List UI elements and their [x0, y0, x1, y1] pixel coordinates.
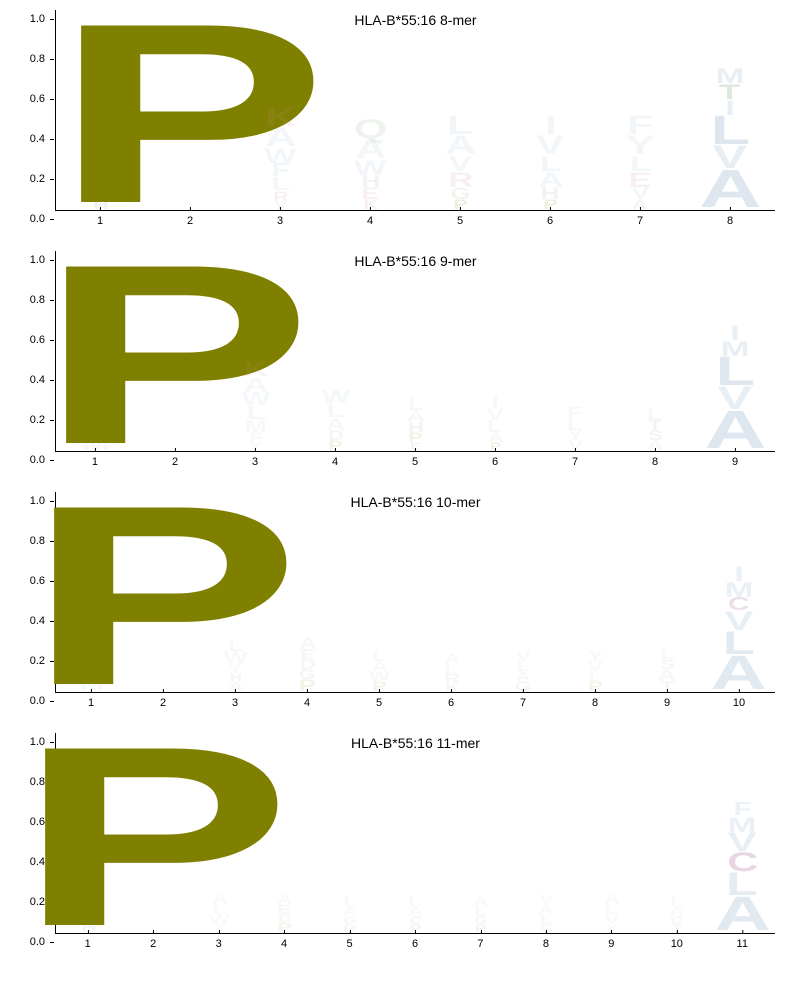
logo-column: LACT: [644, 733, 709, 933]
logo-column: ALRK: [416, 492, 488, 692]
logo-column: QAWHEK: [326, 10, 416, 210]
logo-column: FMVCLA: [710, 733, 775, 933]
logo-column: YVLP: [559, 492, 631, 692]
logo-letter: A: [714, 897, 770, 933]
x-tick-label: 7: [477, 938, 483, 950]
x-tick-label: 5: [412, 456, 418, 468]
y-tick-label: 0.8: [30, 53, 45, 65]
logo-column: KAWLMFY: [216, 251, 296, 451]
logo-column: IVLAHP: [505, 10, 595, 210]
x-tick-label: 10: [671, 938, 683, 950]
x-tick-label: 2: [150, 938, 156, 950]
sequence-logo-figure: 0.00.20.40.60.81.0HLA-B*55:16 8-merIFALY…: [10, 10, 790, 954]
logo-column: P: [146, 10, 236, 210]
x-tick-label: 6: [547, 215, 553, 227]
x-tick-label: 7: [572, 456, 578, 468]
x-tick-label: 8: [592, 697, 598, 709]
x-tick-label: 7: [520, 697, 526, 709]
logo-column: LSAT: [631, 492, 703, 692]
x-tick-label: 6: [448, 697, 454, 709]
logo-letter: A: [711, 656, 767, 692]
logo-panel: 0.00.20.40.60.81.0HLA-B*55:16 8-merIFALY…: [10, 10, 790, 231]
y-tick-label: 1.0: [30, 13, 45, 25]
x-tick-label: 4: [304, 697, 310, 709]
logo-column: AEDGP: [272, 492, 344, 692]
logo-column: KAWFLRV: [236, 10, 326, 210]
x-tick-label: 6: [412, 938, 418, 950]
logo-column: LAHPE: [376, 251, 456, 451]
x-tick-label: 7: [637, 215, 643, 227]
x-tick-label: 5: [346, 938, 352, 950]
x-tick-label: 4: [332, 456, 338, 468]
logo-column: VALG: [514, 733, 579, 933]
x-tick-label: 9: [732, 456, 738, 468]
y-tick-label: 0.2: [30, 173, 45, 185]
logo-column: LACP: [383, 733, 448, 933]
logo-panel: 0.00.20.40.60.81.0HLA-B*55:16 11-merALFM…: [10, 733, 790, 954]
logo-column: LAGD: [317, 733, 382, 933]
logo-column: LAWP: [344, 492, 416, 692]
panel-title: HLA-B*55:16 8-mer: [354, 12, 476, 28]
logo-column: IMLVA: [695, 251, 775, 451]
logo-column: P: [128, 492, 200, 692]
logo-column: LTSA: [615, 251, 695, 451]
logo-column: P: [136, 251, 216, 451]
x-tick-label: 9: [664, 697, 670, 709]
x-axis: 1 2 3 4 5 6 7 8 9 10 11: [55, 934, 775, 954]
logo-column: FLYV: [535, 251, 615, 451]
logo-column: LAVRGP: [416, 10, 506, 210]
plot-area: HLA-B*55:16 11-merALFMHPALWYAEDPLAGDLACP…: [55, 733, 775, 934]
logo-column: VLAG: [487, 492, 559, 692]
logo-column: P: [121, 733, 186, 933]
x-tick-label: 3: [216, 938, 222, 950]
panel-title: HLA-B*55:16 9-mer: [354, 253, 476, 269]
logo-column: ALVY: [579, 733, 644, 933]
x-tick-label: 6: [492, 456, 498, 468]
panel-title: HLA-B*55:16 11-mer: [351, 735, 480, 751]
logo-panel: 0.00.20.40.60.81.0HLA-B*55:16 9-merALFHY…: [10, 251, 790, 472]
y-tick-label: 0.4: [30, 133, 45, 145]
x-tick-label: 11: [737, 938, 748, 950]
panel-title: HLA-B*55:16 10-mer: [351, 494, 481, 510]
x-tick-label: 1: [85, 938, 91, 950]
plot-area: HLA-B*55:16 8-merIFALYMHPKAWFLRVQAWHEKLA…: [55, 10, 775, 211]
x-tick-label: 5: [376, 697, 382, 709]
logo-column: WLADP: [296, 251, 376, 451]
x-tick-label: 10: [733, 697, 745, 709]
logo-column: ALWY: [187, 733, 252, 933]
logo-column: AEDP: [252, 733, 317, 933]
plot-area: HLA-B*55:16 9-merALFHYMPKAWLMFYWLADPLAHP…: [55, 251, 775, 452]
plot-area: HLA-B*55:16 10-merALFHMPLWYHAAEDGPLAWPAL…: [55, 492, 775, 693]
logo-column: FYLEVA: [595, 10, 685, 210]
x-tick-label: 8: [652, 456, 658, 468]
x-tick-label: 8: [543, 938, 549, 950]
logo-panel: 0.00.20.40.60.81.0HLA-B*55:16 10-merALFH…: [10, 492, 790, 713]
y-axis: 0.00.20.40.60.81.0: [10, 10, 50, 231]
x-tick-label: 5: [457, 215, 463, 227]
y-tick-label: 0.6: [30, 93, 45, 105]
logo-letter: A: [704, 411, 766, 451]
x-tick-label: 4: [281, 938, 287, 950]
logo-letter: A: [699, 170, 761, 210]
logo-column: LWYHA: [200, 492, 272, 692]
x-tick-label: 9: [608, 938, 614, 950]
x-tick-label: 8: [727, 215, 733, 227]
x-tick-label: 4: [367, 215, 373, 227]
logo-column: MTILVA: [685, 10, 775, 210]
logo-column: ALGP: [448, 733, 513, 933]
logo-column: IVLAP: [455, 251, 535, 451]
logo-column: IMCVLA: [703, 492, 775, 692]
